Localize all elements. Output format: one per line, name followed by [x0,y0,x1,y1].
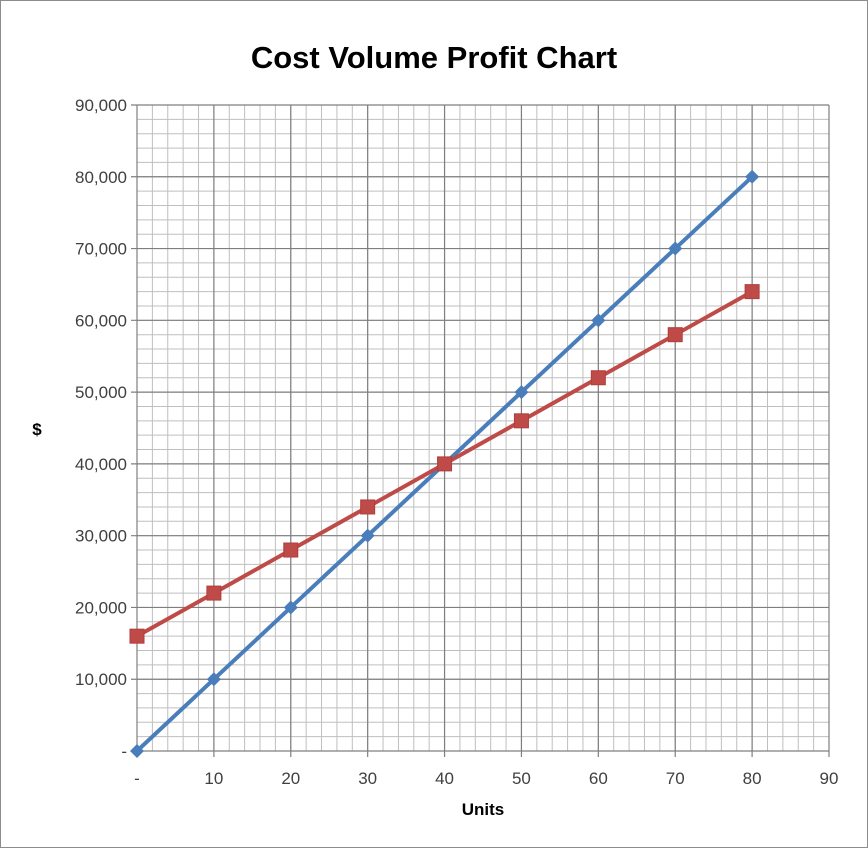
y-tick-label: 10,000 [75,670,127,689]
x-tick-label: 70 [666,769,685,788]
x-tick-label: 20 [281,769,300,788]
x-tick-label: 50 [512,769,531,788]
y-axis-tick-labels: - 10,000 20,000 30,000 40,000 50,000 60,000 70,… [75,96,127,761]
y-tick-label: 70,000 [75,240,127,259]
y-tick-label: 50,000 [75,383,127,402]
y-tick-label: 30,000 [75,527,127,546]
data-point-square [283,542,299,558]
x-tick-label: 80 [743,769,762,788]
data-point-diamond [591,313,606,328]
series-layer [129,169,760,758]
x-tick-label: 30 [358,769,377,788]
data-point-square [129,628,145,644]
data-point-square [590,370,606,386]
data-point-square [206,585,222,601]
y-axis-label: $ [32,420,42,439]
x-tick-label: - [134,769,140,788]
x-tick-label: 10 [204,769,223,788]
y-tick-label: 90,000 [75,96,127,115]
data-point-square [437,456,453,472]
y-tick-label: - [121,742,127,761]
series-2 [129,284,760,644]
data-point-diamond [745,169,760,184]
data-point-square [360,499,376,515]
x-tick-label: 90 [820,769,839,788]
chart-title: Cost Volume Profit Chart [251,40,617,75]
data-point-diamond [206,672,221,687]
major-gridlines [131,104,830,757]
y-tick-label: 80,000 [75,168,127,187]
y-tick-label: 20,000 [75,598,127,617]
data-point-diamond [130,744,144,758]
data-point-square [667,327,683,343]
data-point-square [513,413,529,429]
data-point-diamond [514,385,529,400]
y-tick-label: 60,000 [75,311,127,330]
data-point-diamond [283,600,298,615]
data-point-diamond [668,241,683,256]
x-tick-label: 60 [589,769,608,788]
x-tick-label: 40 [435,769,454,788]
y-tick-label: 40,000 [75,455,127,474]
data-point-square [744,284,760,300]
data-point-diamond [360,528,375,543]
x-axis-tick-labels: - 10 20 30 40 50 60 70 80 90 [134,769,838,788]
x-axis-label: Units [462,800,505,819]
